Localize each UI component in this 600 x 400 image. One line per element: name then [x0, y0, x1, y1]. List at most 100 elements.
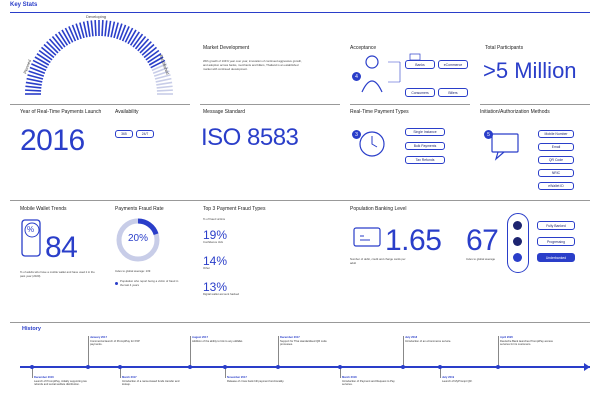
gauge-tick — [34, 56, 50, 66]
gauge-tick — [61, 29, 71, 45]
acceptance-step-badge: 4 — [352, 72, 361, 81]
timeline-dot — [223, 365, 227, 369]
chat-bubble-icon: 5 — [482, 128, 522, 163]
donut-fill — [116, 218, 160, 262]
pill-tax-refunds: Tax Refunds — [405, 156, 445, 164]
fraud-type-1-value: 19% — [203, 228, 228, 242]
level-fully-banked: Fully Banked — [537, 221, 575, 230]
fraud-type-3-label: Digital wallet account hacked — [203, 292, 240, 296]
fraud-type-2-label: Other — [203, 266, 210, 270]
timeline-dot — [118, 365, 122, 369]
gauge-tick — [129, 31, 140, 46]
timeline-dot — [401, 365, 405, 369]
gauge-tick — [152, 66, 169, 74]
gauge-tick — [58, 31, 69, 46]
banking-index-value: 67 — [466, 224, 499, 257]
market-title: Market Development — [203, 45, 250, 51]
fraud-rate-title: Payments Fraud Rate — [115, 206, 164, 212]
gauge-tick — [148, 56, 164, 66]
gauge-tick — [101, 20, 104, 37]
gauge-tick — [29, 66, 46, 74]
wallet-value: 84 — [45, 231, 78, 264]
tl-jul-2019: July 2019 Launch of MyPrompt QR. — [442, 376, 473, 383]
rt-step-badge: 3 — [352, 130, 361, 139]
card-icon — [352, 222, 382, 250]
fraud-rate-value: 20% — [127, 233, 148, 244]
gauge-label-developing: Developing — [86, 14, 107, 19]
percent-icon: % — [27, 225, 35, 234]
gauge-tick — [113, 22, 119, 39]
gauge-tick — [132, 33, 144, 48]
wallet-text: % of adults who have a mobile wallet and… — [20, 270, 95, 278]
tl-mar-2017: March 2017 Introduction of a name-based f… — [122, 376, 180, 386]
timeline-dot — [86, 365, 90, 369]
message-value: ISO 8583 — [201, 124, 299, 151]
timeline-line — [20, 366, 590, 368]
gauge-tick — [119, 24, 127, 41]
page-title: Key Stats — [10, 2, 38, 8]
gauge-tick — [153, 70, 170, 77]
pill-single-instance: Single Instance — [405, 128, 445, 136]
gauge-tick — [134, 35, 147, 50]
pill-email: Email — [538, 143, 574, 151]
gauge-tick — [36, 53, 51, 64]
fraud-type-3-value: 13% — [203, 280, 228, 294]
initiation-step-badge: 5 — [484, 130, 493, 139]
timeline-dot — [496, 365, 500, 369]
gauge-tick — [43, 43, 57, 56]
gauge-tick — [94, 20, 97, 37]
gauge-tick — [139, 41, 152, 54]
traffic-light-icon — [507, 213, 529, 273]
gauge-tick — [25, 81, 42, 86]
gauge-tick — [46, 41, 59, 54]
acceptance-illustration: 4 — [350, 52, 465, 102]
gauge-arc — [25, 20, 173, 95]
tl-aug-2017: August 2017 Addition of the ability to li… — [192, 336, 243, 343]
pill-qr-code: QR Code — [538, 156, 574, 164]
gauge-tick — [156, 85, 173, 89]
gauge-tick — [154, 74, 171, 80]
participants-title: Total Participants — [485, 45, 524, 51]
pill-ewallet-id: eWallet ID — [538, 182, 574, 190]
wallet-title: Mobile Wallet Trends — [20, 206, 67, 212]
initiation-title: Initiation/Authorization Methods — [480, 109, 550, 115]
gauge-tick — [64, 27, 74, 43]
timeline-arrow-icon — [584, 363, 590, 371]
gauge-tick — [68, 26, 77, 42]
gauge-tick — [150, 59, 166, 69]
banking-title: Population Banking Level — [350, 206, 407, 212]
fraud-index-text: Index to global average: 139 — [115, 269, 151, 273]
gauge-tick — [79, 22, 85, 39]
gauge-tick — [31, 63, 47, 72]
pill-banks: Banks — [405, 60, 435, 69]
development-gauge: Planned Developing Established — [14, 14, 184, 96]
banking-index-text: Index to global average — [466, 257, 496, 261]
timeline-dot — [30, 365, 34, 369]
gauge-tick — [155, 77, 172, 83]
tl-apr-2020: April 2020 Deutsche Bank launches PromptP… — [500, 336, 553, 346]
tl-jan-2017: January 2017 Commercial launch of PromptP… — [90, 336, 140, 346]
gauge-tick — [116, 23, 123, 40]
gauge-tick — [151, 63, 167, 72]
pill-365: 365 — [115, 130, 133, 138]
gauge-tick — [71, 24, 79, 41]
fraud-types-title: Top 3 Payment Fraud Types — [203, 206, 266, 212]
gauge-tick — [25, 89, 42, 92]
gauge-tick — [104, 20, 108, 37]
gauge-tick — [26, 77, 43, 83]
gauge-tick — [25, 85, 42, 89]
fraud-legend: Population who report being a victim of … — [120, 279, 179, 287]
gauge-tick — [121, 26, 130, 42]
tl-dec-2016: December 2016 Launch of PromptPay, initia… — [34, 376, 87, 386]
fraud-type-2-value: 14% — [203, 254, 228, 268]
gauge-tick — [127, 29, 137, 45]
availability-title: Availability — [115, 109, 139, 115]
fraud-type-1-label: Confidence trick — [203, 240, 224, 244]
rt-types-title: Real-Time Payment Types — [350, 109, 409, 115]
pill-mobile-number: Mobile Number — [538, 130, 574, 138]
year-title: Year of Real-Time Payments Launch — [20, 109, 102, 115]
timeline-dot — [438, 365, 442, 369]
phone-icon: % — [20, 218, 44, 260]
gauge-tick — [107, 20, 112, 37]
gauge-tick — [48, 38, 61, 52]
